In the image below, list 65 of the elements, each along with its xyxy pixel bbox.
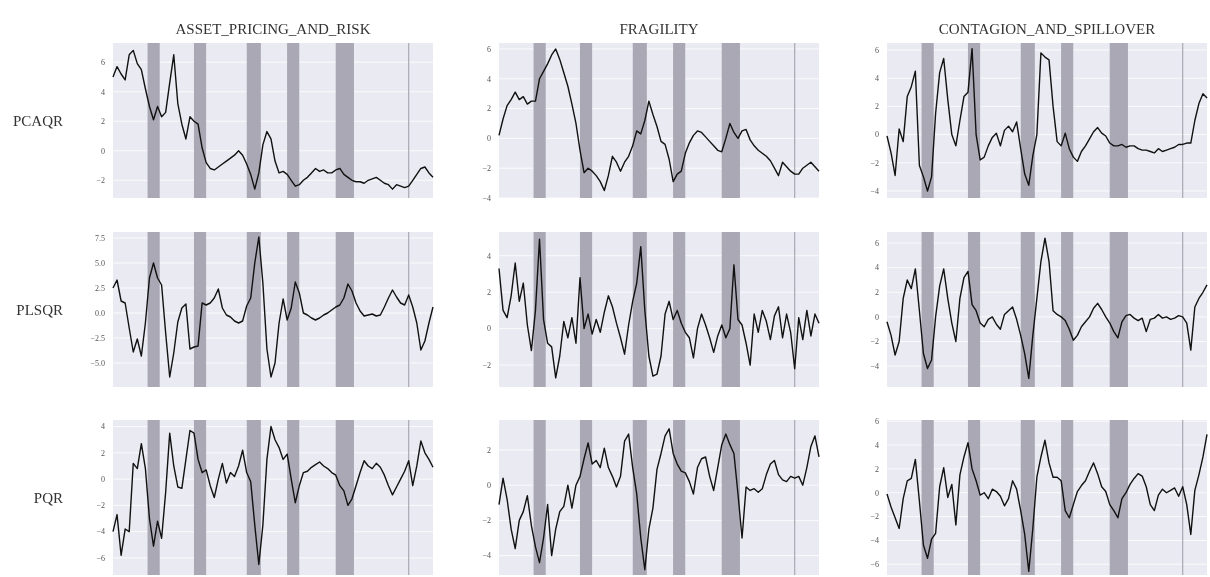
line-series bbox=[112, 236, 434, 378]
y-tick-label: 0.0 bbox=[95, 308, 105, 318]
y-axis-title: PCAQR bbox=[12, 112, 63, 129]
y-tick-label: 6 bbox=[101, 57, 105, 67]
line-series bbox=[498, 238, 820, 379]
y-tick-label: −2 bbox=[482, 163, 491, 173]
y-tick-label: 0 bbox=[487, 134, 491, 144]
y-tick-label: 2 bbox=[875, 288, 879, 298]
y-tick-label: 2 bbox=[101, 117, 105, 127]
line-series bbox=[112, 49, 434, 190]
line-series bbox=[498, 428, 820, 571]
y-axis-title: PQR bbox=[33, 489, 63, 506]
y-tick-label: −4 bbox=[96, 527, 105, 537]
y-tick-label: 0 bbox=[875, 312, 879, 322]
y-tick-label: 4 bbox=[101, 422, 105, 432]
chart-title: FRAGILITY bbox=[619, 21, 699, 37]
y-tick-label: −2 bbox=[96, 176, 105, 186]
y-tick-label: 2 bbox=[875, 464, 879, 474]
y-tick-label: −4 bbox=[870, 186, 879, 196]
line-series bbox=[886, 47, 1208, 192]
y-tick-label: −2 bbox=[482, 516, 491, 526]
y-tick-label: 2.5 bbox=[95, 283, 105, 293]
y-tick-label: 4 bbox=[487, 74, 491, 84]
y-tick-label: 6 bbox=[875, 416, 879, 426]
chart-title: CONTAGION_AND_SPILLOVER bbox=[938, 21, 1156, 37]
y-tick-label: 7.5 bbox=[95, 233, 105, 243]
y-tick-label: −4 bbox=[870, 536, 879, 546]
y-tick-label: 4 bbox=[875, 440, 879, 450]
y-tick-label: −4 bbox=[482, 193, 491, 203]
chart-title: ASSET_PRICING_AND_RISK bbox=[175, 21, 371, 37]
y-tick-label: 6 bbox=[875, 45, 879, 55]
line-series bbox=[886, 237, 1208, 380]
y-tick-label: 4 bbox=[487, 251, 491, 261]
y-tick-label: 4 bbox=[875, 74, 879, 84]
y-tick-label: −2.5 bbox=[90, 333, 105, 343]
y-tick-label: 6 bbox=[487, 44, 491, 54]
y-tick-label: 0 bbox=[875, 488, 879, 498]
y-tick-label: 5.0 bbox=[95, 258, 105, 268]
y-tick-label: −2 bbox=[482, 360, 491, 370]
y-tick-label: 0 bbox=[101, 146, 105, 156]
y-tick-label: −2 bbox=[96, 501, 105, 511]
y-tick-label: 0 bbox=[487, 480, 491, 490]
y-tick-label: 0 bbox=[487, 324, 491, 334]
y-tick-label: −4 bbox=[482, 551, 491, 561]
y-tick-label: −5.0 bbox=[90, 358, 105, 368]
y-axis-title: PLSQR bbox=[16, 301, 63, 318]
y-tick-label: 0 bbox=[875, 130, 879, 140]
y-tick-label: 2 bbox=[487, 104, 491, 114]
y-tick-label: 2 bbox=[101, 448, 105, 458]
y-tick-label: −2 bbox=[870, 512, 879, 522]
y-tick-label: −6 bbox=[870, 560, 879, 570]
y-tick-label: −4 bbox=[870, 361, 879, 371]
line-series bbox=[886, 433, 1208, 573]
y-tick-label: −6 bbox=[96, 553, 105, 563]
line-series bbox=[112, 425, 434, 566]
y-tick-label: 4 bbox=[875, 263, 879, 273]
line-series bbox=[498, 48, 820, 192]
y-tick-label: 2 bbox=[487, 287, 491, 297]
y-tick-label: 2 bbox=[487, 445, 491, 455]
y-tick-label: 0 bbox=[101, 474, 105, 484]
y-tick-label: 2 bbox=[875, 102, 879, 112]
y-tick-label: 4 bbox=[101, 87, 105, 97]
y-tick-label: −2 bbox=[870, 337, 879, 347]
y-tick-label: −2 bbox=[870, 158, 879, 168]
y-tick-label: 6 bbox=[875, 238, 879, 248]
